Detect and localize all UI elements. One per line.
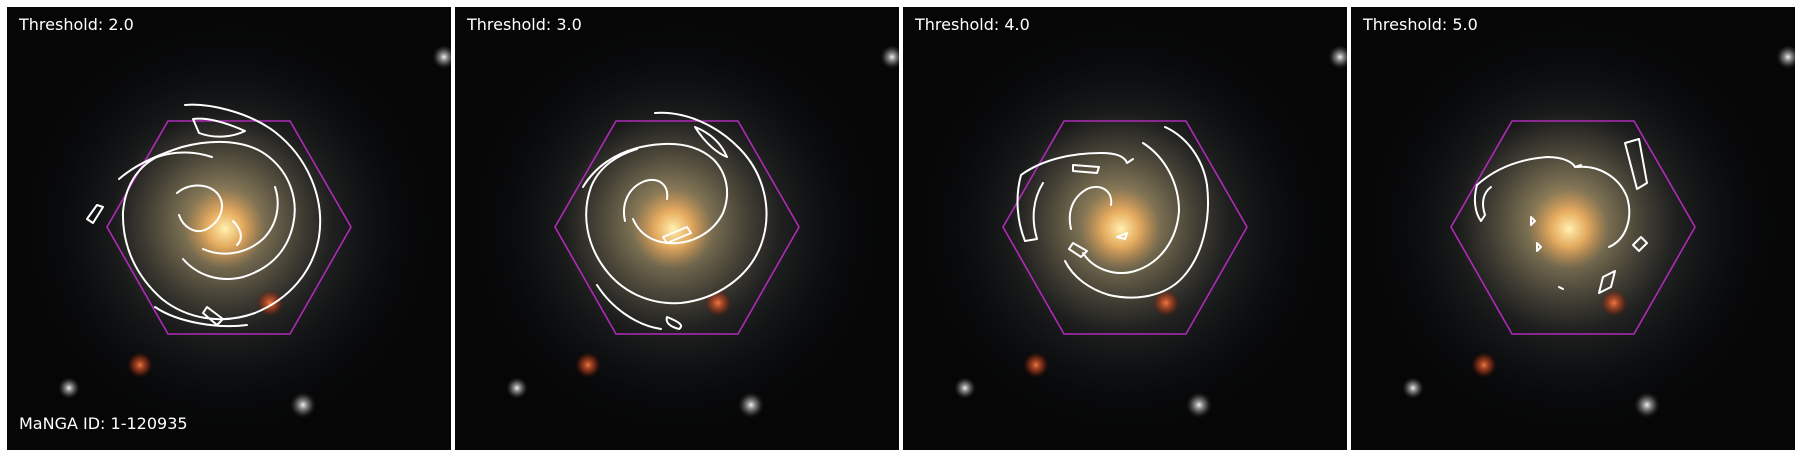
hexagon-footprint bbox=[554, 120, 800, 335]
contour-lines bbox=[1016, 126, 1209, 299]
galaxy-panel-threshold-2: Threshold: 2.0 MaNGA ID: 1-120935 bbox=[7, 7, 451, 450]
threshold-label: Threshold: 5.0 bbox=[1363, 15, 1478, 34]
hexagon-footprint bbox=[1002, 120, 1248, 335]
galaxy-image bbox=[7, 7, 451, 450]
galaxy-image bbox=[903, 7, 1347, 450]
galaxy-image bbox=[1351, 7, 1795, 450]
galaxy-panel-threshold-3: Threshold: 3.0 bbox=[455, 7, 899, 450]
hexagon-footprint bbox=[1450, 120, 1696, 335]
galaxy-image bbox=[455, 7, 899, 450]
contour-lines bbox=[582, 111, 768, 330]
hexagon-footprint bbox=[106, 120, 352, 335]
manga-id-label: MaNGA ID: 1-120935 bbox=[19, 414, 188, 433]
threshold-label: Threshold: 4.0 bbox=[915, 15, 1030, 34]
contour-lines bbox=[86, 103, 322, 328]
threshold-label: Threshold: 3.0 bbox=[467, 15, 582, 34]
galaxy-panel-threshold-4: Threshold: 4.0 bbox=[903, 7, 1347, 450]
contour-lines bbox=[1473, 138, 1648, 294]
galaxy-panel-threshold-5: Threshold: 5.0 bbox=[1351, 7, 1795, 450]
threshold-label: Threshold: 2.0 bbox=[19, 15, 134, 34]
